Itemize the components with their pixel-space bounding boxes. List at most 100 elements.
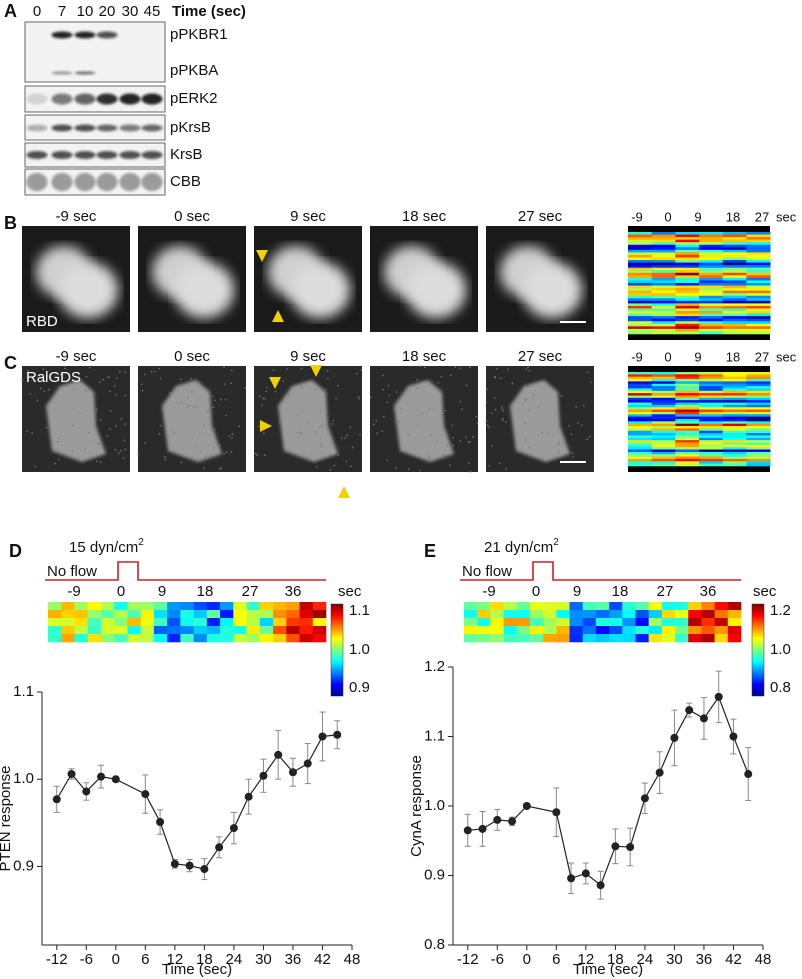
speckle [433, 408, 435, 410]
kymograph-cell [651, 419, 676, 422]
kymograph-cell [628, 305, 653, 309]
data-point [596, 881, 605, 890]
speckle [84, 447, 87, 450]
heatmap-cell [622, 602, 636, 611]
frame-label: 9 sec [290, 348, 326, 365]
x-tick-label: 48 [755, 951, 772, 968]
kymograph-cell [746, 419, 771, 422]
arrowhead [272, 310, 284, 322]
heatmap-cell [114, 610, 128, 619]
speckle [329, 469, 332, 471]
speckle [214, 429, 216, 431]
kymograph-cell [699, 454, 724, 457]
speckle [144, 442, 146, 444]
speckle [42, 368, 45, 370]
speckle [196, 406, 198, 408]
kymograph-cell [722, 232, 747, 235]
heatmap-cell [701, 618, 715, 627]
speckle [282, 397, 285, 399]
speckle [223, 366, 225, 369]
kymograph-cell [675, 447, 700, 450]
speckle [36, 399, 39, 402]
heatmap-cell [688, 610, 702, 619]
kymograph-cell [746, 381, 771, 385]
kymograph-cell [722, 390, 747, 394]
kymograph-cell [699, 449, 724, 453]
heatmap-tick-label: 18 [197, 583, 214, 600]
speckle [261, 404, 263, 406]
kymograph-cell [675, 428, 700, 432]
speckle [350, 465, 352, 467]
kymograph-cell [675, 451, 700, 455]
kymograph-cell [699, 247, 724, 251]
kymograph-cell [722, 386, 747, 389]
heatmap-cell [114, 618, 128, 627]
speckle [263, 432, 265, 435]
heatmap-cell [299, 602, 314, 611]
kymograph-cell [699, 428, 724, 432]
heatmap-cell [516, 634, 531, 643]
kymograph-cell [651, 321, 676, 325]
heatmap-cell [312, 602, 327, 611]
kymograph-cell [722, 421, 747, 424]
speckle [327, 377, 329, 380]
kymograph-cell [628, 293, 653, 297]
kymograph-cell [675, 257, 700, 261]
kymograph-cell [699, 300, 724, 304]
speckle [333, 464, 336, 467]
kymograph-cell [746, 326, 771, 330]
heatmap-cell [220, 626, 234, 635]
kymograph-cell [651, 260, 676, 263]
heatmap-cell [556, 626, 570, 635]
heatmap-cell [464, 602, 478, 611]
data-point [156, 817, 165, 826]
heatmap-cell [609, 626, 623, 635]
heatmap-cell [299, 610, 314, 619]
frame-label: 0 sec [174, 348, 210, 365]
speckle [419, 469, 421, 472]
speckle [64, 367, 66, 370]
heatmap-cell [48, 602, 62, 611]
kymograph-cell [746, 311, 771, 314]
speckle [357, 396, 360, 398]
kymograph-cell [675, 321, 700, 325]
kymograph-cell [746, 288, 771, 291]
kymograph-cell [628, 313, 653, 317]
kymograph-cell [651, 257, 676, 261]
kymograph-cell [675, 390, 700, 394]
kymograph-cell [746, 372, 771, 375]
blot-band [26, 173, 48, 191]
kymograph-cell [722, 381, 747, 385]
kymograph-cell [722, 326, 747, 330]
speckle [190, 378, 193, 380]
heatmap-cell [477, 626, 491, 635]
heatmap-cell [727, 610, 742, 619]
kymograph-cell [675, 440, 700, 443]
speckle [485, 388, 488, 391]
kymograph-cell [722, 305, 747, 309]
speckle [169, 392, 171, 394]
speckle [115, 393, 118, 396]
kymograph-cell [722, 331, 747, 335]
speckle [319, 409, 322, 412]
heatmap-cell [714, 610, 729, 619]
x-tick-label: -6 [491, 951, 504, 968]
kymograph-cell [651, 404, 676, 408]
kymograph-cell [722, 311, 747, 314]
kymograph-cell [722, 456, 747, 460]
kymograph-cell [722, 265, 747, 268]
kymograph-cell [722, 379, 747, 382]
speckle [265, 390, 267, 393]
speckle [320, 443, 323, 445]
speckle [114, 449, 117, 451]
heatmap-cell [100, 602, 115, 611]
speckle [428, 456, 430, 459]
kymograph-cell [651, 308, 676, 312]
kymograph-cell [699, 435, 724, 439]
heatmap-tick-label: -9 [67, 583, 80, 600]
heatmap-cell [180, 618, 194, 627]
kymograph-cell [651, 400, 676, 403]
kymograph-cell [651, 300, 676, 304]
kymograph-cell [675, 232, 700, 235]
